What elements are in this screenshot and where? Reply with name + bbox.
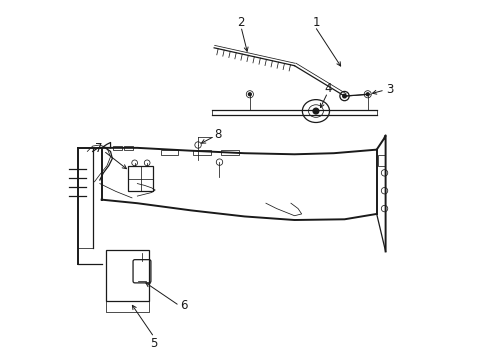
Bar [377,155,384,166]
Circle shape [248,93,251,96]
Text: 7: 7 [95,142,102,155]
Circle shape [342,94,346,98]
Text: 3: 3 [386,84,393,96]
Bar [160,150,178,155]
Bar [128,166,153,192]
Text: 1: 1 [311,15,319,28]
Circle shape [312,108,318,114]
Bar [221,150,239,155]
Text: 5: 5 [150,337,158,350]
Text: 8: 8 [214,128,222,141]
Text: 6: 6 [180,299,187,312]
Bar [192,150,210,155]
Text: 2: 2 [237,15,244,28]
Text: 4: 4 [324,82,331,95]
Circle shape [366,93,368,96]
Bar [124,146,132,150]
Bar [113,146,122,150]
Bar [106,249,149,301]
